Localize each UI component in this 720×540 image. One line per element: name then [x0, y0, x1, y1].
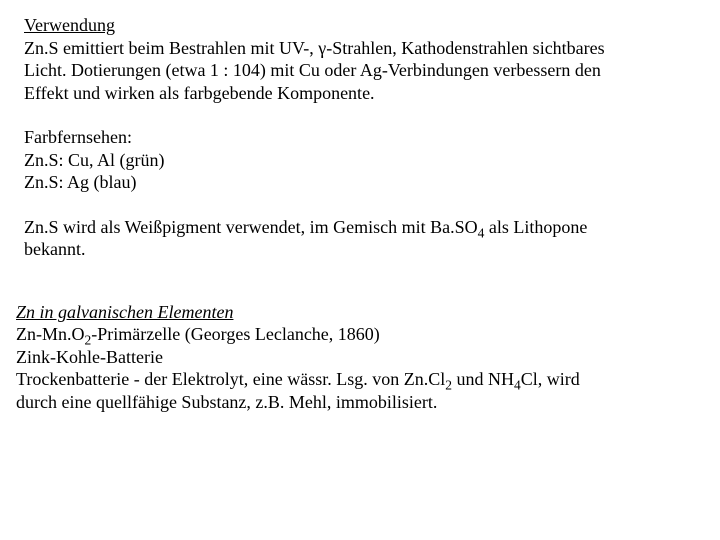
heading-galvanisch-text: Zn in galvanischen Elementen	[16, 302, 233, 322]
weiss-line2: bekannt.	[24, 238, 700, 261]
para1-line2: Licht. Dotierungen (etwa 1 : 104) mit Cu…	[24, 59, 700, 82]
galv-line1: Zn-Mn.O2-Primärzelle (Georges Leclanche,…	[16, 323, 700, 346]
galv-line4: durch eine quellfähige Substanz, z.B. Me…	[16, 391, 700, 414]
galv-l3-c: Cl, wird	[521, 369, 580, 389]
galv-l1-b: -Primärzelle (Georges Leclanche, 1860)	[91, 324, 380, 344]
galv-l1-a: Zn-Mn.O	[16, 324, 85, 344]
galv-l3-sub1: 2	[445, 378, 452, 393]
galv-line3: Trockenbatterie - der Elektrolyt, eine w…	[16, 368, 700, 391]
galv-line2: Zink-Kohle-Batterie	[16, 346, 700, 369]
galv-l3-sub2: 4	[514, 378, 521, 393]
heading-galvanisch: Zn in galvanischen Elementen	[16, 301, 700, 324]
farb-line1: Farbfernsehen:	[24, 126, 700, 149]
galv-l3-a: Trockenbatterie - der Elektrolyt, eine w…	[16, 369, 445, 389]
para1-line1: Zn.S emittiert beim Bestrahlen mit UV-, …	[24, 37, 700, 60]
section-verwendung: Verwendung Zn.S emittiert beim Bestrahle…	[24, 14, 700, 104]
weiss-line1-a: Zn.S wird als Weißpigment verwendet, im …	[24, 217, 478, 237]
section-weisspigment: Zn.S wird als Weißpigment verwendet, im …	[24, 216, 700, 261]
section-galvanisch: Zn in galvanischen Elementen Zn-Mn.O2-Pr…	[16, 301, 700, 414]
weiss-line1-b: als Lithopone	[484, 217, 587, 237]
weiss-line1: Zn.S wird als Weißpigment verwendet, im …	[24, 216, 700, 239]
heading-verwendung: Verwendung	[24, 14, 700, 37]
farb-line3: Zn.S: Ag (blau)	[24, 171, 700, 194]
farb-line2: Zn.S: Cu, Al (grün)	[24, 149, 700, 172]
para1-line3: Effekt und wirken als farbgebende Kompon…	[24, 82, 700, 105]
galv-l3-b: und NH	[452, 369, 514, 389]
document-page: Verwendung Zn.S emittiert beim Bestrahle…	[0, 0, 720, 433]
section-farbfernsehen: Farbfernsehen: Zn.S: Cu, Al (grün) Zn.S:…	[24, 126, 700, 194]
